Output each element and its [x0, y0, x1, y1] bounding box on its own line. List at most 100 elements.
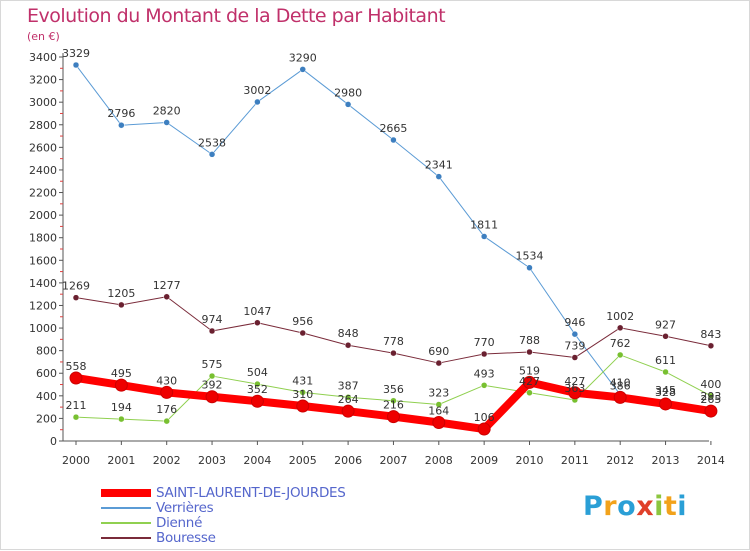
series-lines — [69, 61, 718, 436]
data-label-verrieres: 2538 — [198, 136, 226, 149]
x-tick-label: 2012 — [606, 454, 634, 467]
data-point-dienne — [616, 351, 624, 359]
y-tick-label: 2000 — [29, 209, 57, 222]
data-label-dienne: 493 — [474, 367, 495, 380]
axes: 0 200 400 600 800 1000 1200 1400 1600 1800 2000 220… — [29, 51, 725, 467]
data-label-bouresse: 690 — [428, 345, 449, 358]
data-label-bouresse: 739 — [564, 340, 585, 353]
x-tick-label: 2002 — [153, 454, 181, 467]
data-point-dienne — [435, 401, 443, 408]
data-label-saint-laurent-de-jourdes: 430 — [156, 374, 177, 387]
data-point-dienne — [526, 389, 533, 397]
y-tick-label: 1600 — [29, 254, 57, 267]
data-label-bouresse: 956 — [292, 315, 313, 328]
data-point-verrieres — [208, 151, 216, 158]
data-point-dienne — [299, 389, 306, 396]
data-point-bouresse — [208, 327, 216, 335]
data-label-verrieres: 3002 — [243, 84, 271, 97]
data-label-saint-laurent-de-jourdes: 495 — [111, 367, 132, 380]
y-tick-label: 3000 — [29, 96, 57, 109]
x-tick-label: 2000 — [62, 454, 90, 467]
data-label-verrieres: 2820 — [153, 105, 181, 118]
data-label-bouresse: 974 — [202, 313, 223, 326]
data-point-verrieres — [254, 98, 261, 106]
y-tick-label: 3400 — [29, 51, 57, 64]
data-point-bouresse — [299, 329, 306, 337]
data-label-dienne: 356 — [383, 383, 404, 396]
data-point-bouresse — [707, 342, 715, 350]
legend-item-verrieres: Verrières — [101, 499, 346, 516]
data-label-bouresse: 927 — [655, 318, 676, 331]
data-point-verrieres — [118, 121, 125, 129]
data-label-dienne: 611 — [655, 354, 676, 367]
data-point-bouresse — [480, 350, 488, 358]
data-label-saint-laurent-de-jourdes: 328 — [655, 386, 676, 399]
data-point-verrieres — [72, 61, 80, 69]
data-point-saint-laurent-de-jourdes — [432, 415, 446, 429]
data-label-verrieres: 293 — [700, 390, 721, 403]
legend-label: SAINT-LAURENT-DE-JOURDES — [156, 484, 346, 501]
data-point-dienne — [118, 415, 125, 423]
data-label-saint-laurent-de-jourdes: 265 — [700, 393, 721, 406]
data-label-dienne: 323 — [428, 387, 449, 400]
data-point-verrieres — [390, 136, 397, 144]
legend-item-dienne: Dienné — [101, 514, 346, 531]
y-tick-label: 600 — [36, 367, 57, 380]
data-point-saint-laurent-de-jourdes — [296, 399, 310, 413]
data-label-saint-laurent-de-jourdes: 519 — [519, 364, 540, 377]
data-label-bouresse: 1002 — [606, 310, 634, 323]
y-tick-label: 2400 — [29, 164, 57, 177]
data-label-dienne: 387 — [338, 379, 359, 392]
data-point-saint-laurent-de-jourdes — [341, 404, 355, 418]
y-tick-label: 2600 — [29, 141, 57, 154]
data-point-dienne — [480, 382, 488, 389]
data-point-dienne — [390, 397, 397, 405]
data-label-verrieres: 2796 — [107, 107, 135, 120]
proxiti-logo: Proxiti — [583, 491, 687, 522]
x-tick-label: 2011 — [561, 454, 589, 467]
data-point-saint-laurent-de-jourdes — [386, 410, 400, 424]
data-point-verrieres — [571, 330, 579, 338]
logo-letter: P — [583, 491, 604, 522]
data-label-dienne: 431 — [292, 374, 313, 387]
data-point-dienne — [72, 413, 80, 421]
data-point-bouresse — [254, 319, 261, 327]
data-label-bouresse: 843 — [700, 328, 721, 341]
y-tick-label: 0 — [50, 435, 57, 448]
data-point-dienne — [662, 368, 669, 376]
data-point-bouresse — [616, 324, 624, 332]
legend: SAINT-LAURENT-DE-JOURDES Verrières Dienné B… — [101, 484, 346, 546]
data-label-saint-laurent-de-jourdes: 427 — [564, 375, 585, 388]
legend-label: Verrières — [156, 499, 214, 516]
legend-swatch — [101, 521, 151, 524]
y-tick-label: 1800 — [29, 232, 57, 245]
data-label-dienne: 504 — [247, 366, 268, 379]
data-point-verrieres — [526, 264, 533, 271]
legend-swatch — [101, 506, 151, 509]
data-label-dienne: 176 — [156, 403, 177, 416]
data-label-dienne: 211 — [66, 399, 87, 412]
y-tick-label: 200 — [36, 412, 57, 425]
data-label-saint-laurent-de-jourdes: 386 — [610, 379, 631, 392]
x-tick-label: 2003 — [198, 454, 226, 467]
data-label-saint-laurent-de-jourdes: 216 — [383, 399, 404, 412]
logo-letter: o — [617, 491, 637, 522]
data-label-bouresse: 1277 — [153, 279, 181, 292]
data-label-saint-laurent-de-jourdes: 164 — [428, 404, 449, 417]
legend-label: Dienné — [156, 514, 203, 531]
data-label-dienne: 194 — [111, 401, 132, 414]
x-tick-label: 2008 — [425, 454, 453, 467]
data-point-saint-laurent-de-jourdes — [523, 375, 536, 389]
y-tick-label: 1200 — [29, 299, 57, 312]
data-point-verrieres — [344, 101, 352, 108]
data-point-verrieres — [163, 119, 170, 126]
data-label-verrieres: 410 — [610, 377, 631, 390]
data-label-dienne: 762 — [610, 337, 631, 350]
data-label-verrieres: 3290 — [289, 51, 317, 64]
logo-letter: r — [603, 491, 618, 522]
data-label-dienne: 427 — [519, 375, 540, 388]
data-label-dienne: 575 — [202, 358, 223, 371]
data-point-verrieres — [435, 173, 443, 180]
data-label-dienne: 400 — [700, 378, 721, 391]
data-label-saint-laurent-de-jourdes: 558 — [66, 360, 87, 373]
